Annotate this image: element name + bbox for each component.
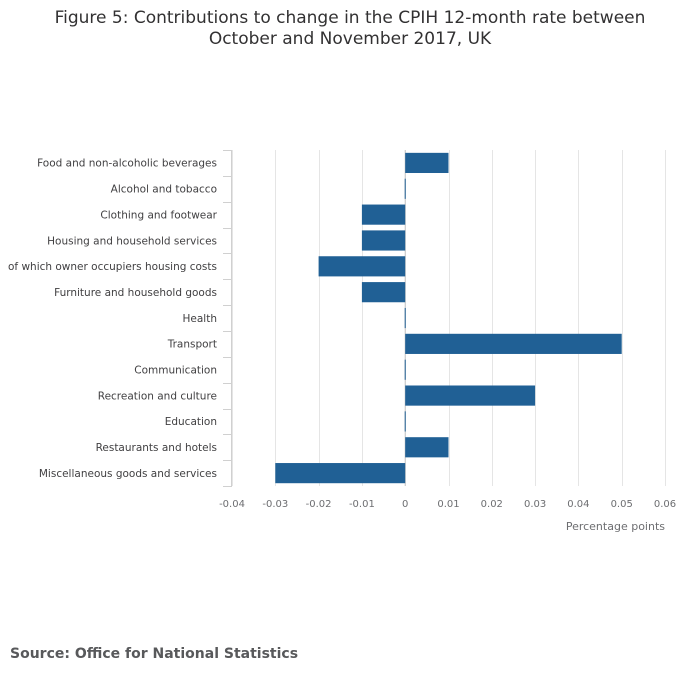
- chart-title-line-1: Figure 5: Contributions to change in the…: [54, 8, 646, 28]
- x-tick-label-4: 0: [402, 499, 408, 510]
- bar-1: [404, 178, 406, 199]
- bar-10: [404, 411, 406, 432]
- category-label-4: of which owner occupiers housing costs: [8, 261, 217, 273]
- x-tick-label-9: 0.05: [611, 499, 633, 510]
- x-tick-label-1: -0.03: [262, 499, 288, 510]
- source-note: Source: Office for National Statistics: [10, 646, 299, 662]
- category-label-10: Education: [165, 416, 217, 428]
- x-axis-title: Percentage points: [566, 520, 665, 533]
- category-label-2: Clothing and footwear: [100, 209, 217, 221]
- chart-title-line-2: October and November 2017, UK: [208, 29, 492, 49]
- bar-11: [405, 437, 449, 458]
- category-label-8: Communication: [134, 365, 217, 377]
- x-tick-label-6: 0.02: [481, 499, 503, 510]
- bar-2: [361, 204, 406, 225]
- x-tick-label-0: -0.04: [219, 499, 245, 510]
- category-label-3: Housing and household services: [47, 235, 217, 247]
- bar-0: [405, 152, 449, 174]
- category-label-7: Transport: [167, 339, 217, 351]
- category-label-6: Health: [183, 313, 217, 325]
- category-label-5: Furniture and household goods: [54, 287, 217, 299]
- bar-8: [404, 359, 406, 380]
- x-tick-label-7: 0.03: [524, 499, 546, 510]
- category-label-9: Recreation and culture: [98, 390, 217, 402]
- category-label-1: Alcohol and tobacco: [111, 184, 217, 196]
- x-tick-label-5: 0.01: [437, 499, 459, 510]
- bar-3: [361, 230, 406, 251]
- bar-9: [405, 385, 536, 406]
- chart-title: Figure 5: Contributions to change in the…: [0, 8, 700, 50]
- category-label-12: Miscellaneous goods and services: [39, 468, 217, 480]
- bar-12: [275, 463, 406, 484]
- bar-4: [318, 256, 406, 277]
- x-tick-label-2: -0.02: [306, 499, 332, 510]
- x-tick-label-3: -0.01: [349, 499, 375, 510]
- x-tick-label-10: 0.06: [654, 499, 676, 510]
- bar-chart: Food and non-alcoholic beverages Alcohol …: [8, 150, 676, 533]
- bar-6: [404, 307, 406, 329]
- category-label-11: Restaurants and hotels: [96, 442, 217, 454]
- bar-7: [405, 333, 622, 354]
- bar-5: [361, 282, 406, 303]
- category-label-0: Food and non-alcoholic beverages: [37, 158, 217, 170]
- x-tick-label-8: 0.04: [567, 499, 589, 510]
